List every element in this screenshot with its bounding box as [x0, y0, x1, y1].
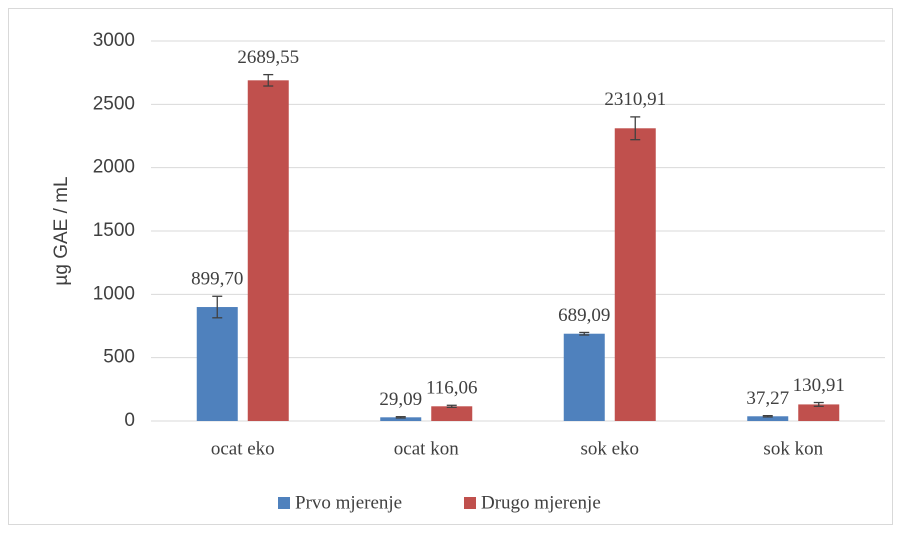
data-label: 2310,91: [604, 89, 666, 110]
data-label: 689,09: [558, 305, 610, 326]
y-tick-label: 3000: [93, 30, 135, 51]
error-bar: [762, 414, 773, 418]
bar: [196, 307, 238, 421]
bar: [247, 80, 289, 421]
error-bar: [813, 401, 824, 407]
error-bar: [446, 404, 457, 408]
bar: [614, 128, 656, 421]
legend-label: Drugo mjerenje: [481, 492, 601, 513]
data-label: 2689,55: [237, 47, 299, 68]
error-bar: [263, 73, 274, 87]
error-bar: [579, 331, 590, 336]
y-tick-label: 2000: [93, 157, 135, 178]
y-tick-label: 1500: [93, 220, 135, 241]
x-tick-label: sok eko: [580, 438, 639, 459]
bar: [431, 406, 473, 421]
data-label: 130,91: [793, 375, 845, 396]
y-axis-title: µg GAE / mL: [51, 176, 72, 285]
y-tick-label: 2500: [93, 93, 135, 114]
error-bar: [630, 116, 641, 141]
chart-frame: [8, 8, 893, 525]
x-tick-label: ocat kon: [394, 438, 459, 459]
data-label: 29,09: [379, 389, 422, 410]
data-label: 37,27: [746, 388, 789, 409]
bar: [563, 333, 605, 421]
bar: [380, 417, 422, 421]
y-tick-label: 1000: [93, 283, 135, 304]
x-tick-label: ocat eko: [211, 438, 275, 459]
x-tick-label: sok kon: [763, 438, 823, 459]
legend-swatch: [278, 497, 290, 509]
error-bar: [212, 295, 223, 319]
bar: [798, 404, 840, 421]
legend-label: Prvo mjerenje: [295, 492, 402, 513]
legend-swatch: [464, 497, 476, 509]
error-bar: [395, 416, 406, 419]
y-tick-label: 0: [124, 410, 135, 431]
data-label: 116,06: [426, 378, 478, 399]
y-tick-label: 500: [103, 347, 135, 368]
data-label: 899,70: [191, 269, 243, 290]
bar: [747, 416, 789, 421]
